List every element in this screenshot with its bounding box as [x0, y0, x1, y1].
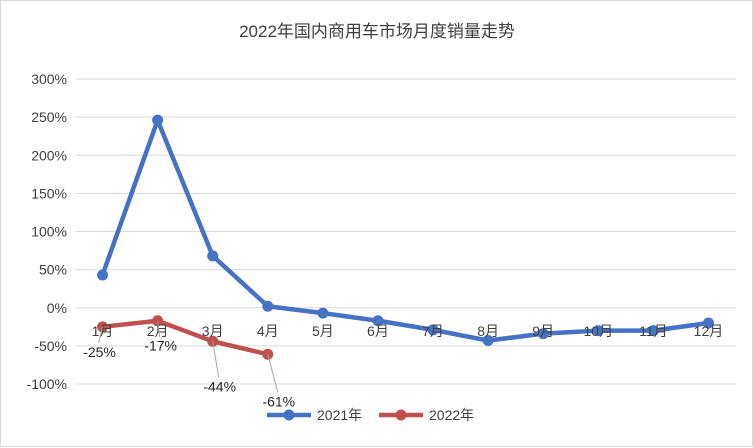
data-labels: -25% -17% -44% -61% — [83, 320, 295, 409]
x-tick-label: 2月 — [147, 323, 169, 339]
data-label-leader — [267, 354, 279, 393]
data-label: -44% — [203, 378, 236, 394]
data-point[interactable] — [592, 325, 604, 337]
data-label: -61% — [262, 393, 295, 409]
series-line-2 — [100, 318, 271, 357]
y-axis-labels: 300% 250% 200% 150% 100% 50% 0% -50% -100% — [27, 71, 67, 392]
series-line-1 — [100, 117, 711, 343]
y-tick-label: 0% — [47, 300, 67, 316]
x-tick-label: 11月 — [639, 323, 668, 339]
y-tick-label: 150% — [31, 185, 67, 201]
legend-swatch-marker — [395, 409, 407, 421]
y-tick-label: 200% — [31, 147, 67, 163]
y-tick-label: 300% — [31, 71, 67, 87]
x-tick-label: 7月 — [422, 323, 444, 339]
x-tick-label: 5月 — [312, 323, 334, 339]
x-tick-label: 8月 — [477, 323, 499, 339]
x-tick-label: 4月 — [257, 323, 279, 339]
x-tick-label: 12月 — [694, 323, 724, 339]
data-point[interactable] — [152, 114, 164, 126]
data-point[interactable] — [317, 307, 329, 319]
y-tick-label: 50% — [39, 262, 67, 278]
y-tick-label: -100% — [27, 376, 67, 392]
y-tick-label: -50% — [34, 338, 67, 354]
data-point[interactable] — [702, 317, 714, 329]
legend-label[interactable]: 2021年 — [317, 407, 362, 423]
y-tick-label: 100% — [31, 224, 67, 240]
data-point[interactable] — [482, 335, 494, 347]
data-label-leader — [212, 341, 220, 378]
series-layer — [97, 114, 714, 360]
data-point[interactable] — [207, 250, 219, 262]
chart-title: 2022年国内商用车市场月度销量走势 — [239, 22, 515, 41]
data-label: -17% — [144, 338, 177, 354]
x-tick-label: 6月 — [367, 323, 389, 339]
data-point[interactable] — [537, 328, 549, 340]
legend-label[interactable]: 2022年 — [429, 407, 474, 423]
x-axis-labels: 1月 2月 3月 4月 5月 6月 7月 8月 9月 10月 11月 12月 — [92, 323, 724, 339]
data-point[interactable] — [427, 324, 439, 336]
data-point[interactable] — [262, 300, 274, 312]
data-point[interactable] — [372, 315, 384, 327]
legend-swatch-marker — [283, 409, 295, 421]
y-tick-label: 250% — [31, 109, 67, 125]
data-point[interactable] — [647, 325, 659, 337]
x-tick-label: 3月 — [202, 323, 224, 339]
legend[interactable]: 2021年 2022年 — [267, 407, 474, 423]
data-label-leader — [157, 320, 161, 337]
data-label: -25% — [83, 344, 116, 360]
data-point[interactable] — [97, 269, 109, 281]
x-tick-label: 9月 — [532, 323, 554, 339]
x-tick-label: 1月 — [92, 323, 114, 339]
data-label-leader — [98, 326, 104, 343]
x-tick-label: 10月 — [584, 323, 614, 339]
